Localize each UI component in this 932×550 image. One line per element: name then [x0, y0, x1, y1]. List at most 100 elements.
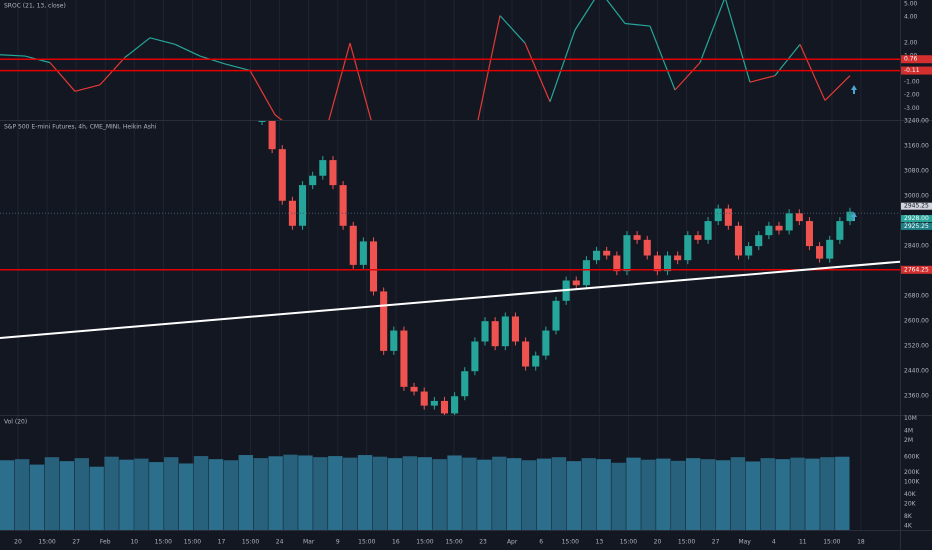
candle — [278, 149, 286, 201]
x-tick-label: 6 — [539, 539, 543, 546]
candle — [339, 185, 347, 226]
volume-bar — [581, 458, 596, 530]
candle — [714, 208, 722, 222]
candle — [633, 235, 641, 240]
y-tick-label: 2520.00 — [904, 343, 929, 350]
candle — [288, 200, 296, 226]
pane-title: Vol (20) — [4, 419, 27, 426]
trend-line[interactable] — [0, 259, 932, 339]
sroc-segment — [274, 114, 283, 120]
sroc-segment — [249, 70, 276, 116]
x-tick-label: 15:00 — [242, 539, 259, 546]
y-tick-label: 20K — [904, 500, 917, 507]
volume-bar — [641, 459, 656, 530]
candle — [674, 255, 682, 261]
volume-bar — [134, 458, 149, 530]
y-tick-label: 4M — [904, 428, 913, 435]
candle — [410, 386, 418, 392]
candle — [603, 250, 611, 256]
x-tick-label: 17 — [218, 539, 226, 546]
candle — [329, 160, 337, 186]
x-tick-label: Feb — [100, 539, 111, 546]
candle — [491, 321, 499, 347]
volume-bar — [820, 457, 835, 530]
sroc-segment — [477, 15, 501, 120]
candle — [836, 221, 844, 240]
sroc-segment — [725, 0, 751, 83]
candle — [572, 280, 580, 286]
volume-bar — [805, 458, 820, 530]
volume-bar — [178, 463, 194, 530]
candle — [511, 316, 519, 342]
y-tick-label: 2600.00 — [904, 318, 929, 325]
arrow-icon — [851, 212, 857, 221]
sroc-segment — [799, 44, 826, 101]
sroc-segment — [149, 37, 176, 45]
volume-bar — [0, 460, 15, 530]
volume-bar — [835, 456, 850, 530]
y-tick-label: 200K — [904, 469, 920, 476]
volume-bar — [208, 459, 224, 530]
volume-bar — [238, 455, 254, 530]
y-tick-label: 2M — [904, 437, 913, 444]
price-badge — [901, 202, 932, 210]
x-tick-label: 27 — [72, 539, 80, 546]
candle — [522, 341, 530, 367]
sroc-plot — [0, 0, 851, 120]
sroc-segment — [549, 29, 576, 102]
y-tick-label: 10M — [904, 415, 917, 422]
x-tick-label: 15:00 — [38, 539, 55, 546]
x-tick-label: Apr — [507, 539, 518, 546]
candle — [268, 121, 276, 150]
candle — [846, 211, 854, 222]
volume-plot — [0, 454, 850, 530]
volume-bar — [656, 458, 671, 530]
candle — [826, 239, 834, 259]
candle — [785, 213, 793, 231]
volume-bar — [566, 461, 582, 530]
candle — [430, 400, 438, 406]
candle — [400, 330, 408, 387]
candle — [532, 355, 540, 367]
candle — [663, 255, 672, 272]
sroc-segment — [574, 0, 595, 31]
sroc-segment — [749, 75, 776, 83]
candle — [684, 235, 692, 261]
sroc-segment — [524, 42, 551, 102]
volume-bar — [298, 455, 313, 530]
x-tick-label: 23 — [479, 539, 487, 546]
candle — [369, 241, 378, 292]
volume-bar — [89, 466, 104, 530]
sroc-segment — [74, 84, 101, 92]
y-tick-label: 2.00 — [904, 40, 918, 47]
candle — [643, 239, 651, 256]
x-tick-label: 18 — [857, 539, 865, 546]
sroc-segment — [199, 55, 226, 65]
x-tick-label: 15:00 — [620, 539, 637, 546]
price-badge — [901, 215, 932, 223]
volume-bar — [253, 458, 268, 530]
candle — [481, 321, 489, 342]
volume-bar — [342, 457, 358, 530]
volume-bar — [596, 459, 611, 530]
x-tick-label: 27 — [712, 539, 720, 546]
x-tick-label: 15:00 — [823, 539, 840, 546]
volume-bar — [626, 457, 641, 530]
candle — [440, 400, 449, 414]
volume-bar — [14, 459, 30, 530]
level-badge — [901, 55, 932, 64]
candle — [552, 300, 560, 331]
x-tick-label: 13 — [596, 539, 604, 546]
sroc-segment — [624, 22, 651, 27]
y-tick-label: -2.00 — [904, 92, 920, 99]
x-tick-label: 4 — [772, 539, 776, 546]
x-tick-label: 16 — [392, 539, 400, 546]
volume-bar — [536, 458, 552, 530]
y-tick-label: -3.00 — [904, 105, 920, 112]
y-tick-label: 4K — [904, 523, 913, 530]
price-badge-label: 2945.25 — [904, 203, 929, 210]
volume-bar — [462, 457, 477, 530]
level-badge-label: 2764.25 — [904, 266, 929, 273]
y-tick-label: 40K — [904, 491, 917, 498]
x-tick-label: 15:00 — [358, 539, 375, 546]
